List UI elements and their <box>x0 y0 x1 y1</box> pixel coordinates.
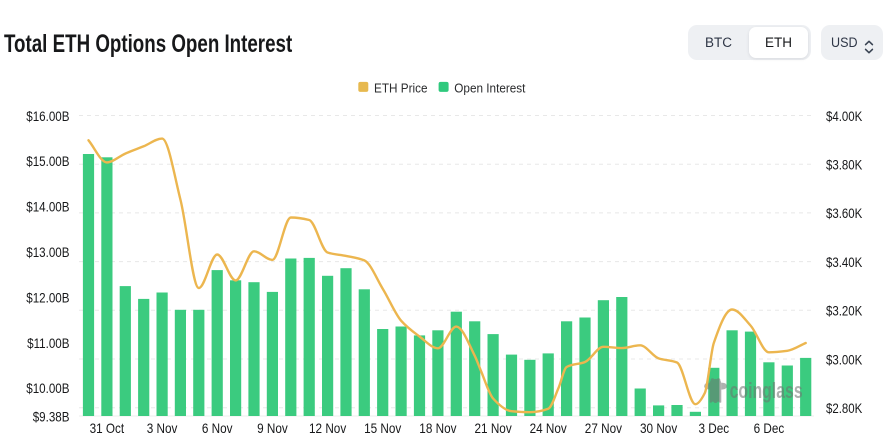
svg-text:$3.40K: $3.40K <box>826 255 863 270</box>
svg-text:$2.80K: $2.80K <box>826 401 863 416</box>
svg-text:24 Nov: 24 Nov <box>530 421 568 436</box>
svg-text:$3.80K: $3.80K <box>826 158 863 173</box>
svg-text:3 Nov: 3 Nov <box>147 421 178 436</box>
svg-text:Open Interest: Open Interest <box>454 81 526 96</box>
svg-text:9 Nov: 9 Nov <box>257 421 288 436</box>
svg-text:$3.00K: $3.00K <box>826 352 863 367</box>
svg-text:$10.00B: $10.00B <box>26 381 69 396</box>
svg-text:$16.00B: $16.00B <box>26 109 69 124</box>
svg-text:3 Dec: 3 Dec <box>698 421 729 436</box>
svg-text:coinglass: coinglass <box>730 380 803 404</box>
svg-text:$11.00B: $11.00B <box>27 336 69 351</box>
svg-text:$13.00B: $13.00B <box>26 245 69 260</box>
svg-text:$14.00B: $14.00B <box>26 200 69 215</box>
svg-text:$9.38B: $9.38B <box>33 410 70 425</box>
svg-text:$3.20K: $3.20K <box>826 304 863 319</box>
svg-text:15 Nov: 15 Nov <box>364 421 402 436</box>
svg-text:$12.00B: $12.00B <box>26 291 69 306</box>
svg-text:27 Nov: 27 Nov <box>585 421 623 436</box>
svg-text:21 Nov: 21 Nov <box>475 421 513 436</box>
svg-text:$4.00K: $4.00K <box>826 109 863 124</box>
svg-text:ETH Price: ETH Price <box>374 81 428 96</box>
svg-text:31 Oct: 31 Oct <box>90 421 125 436</box>
svg-text:12 Nov: 12 Nov <box>309 421 347 436</box>
svg-text:6 Dec: 6 Dec <box>754 421 785 436</box>
svg-text:18 Nov: 18 Nov <box>419 421 457 436</box>
svg-text:$3.60K: $3.60K <box>826 206 863 221</box>
svg-text:6 Nov: 6 Nov <box>202 421 233 436</box>
svg-text:$15.00B: $15.00B <box>26 154 69 169</box>
svg-text:30 Nov: 30 Nov <box>640 421 678 436</box>
